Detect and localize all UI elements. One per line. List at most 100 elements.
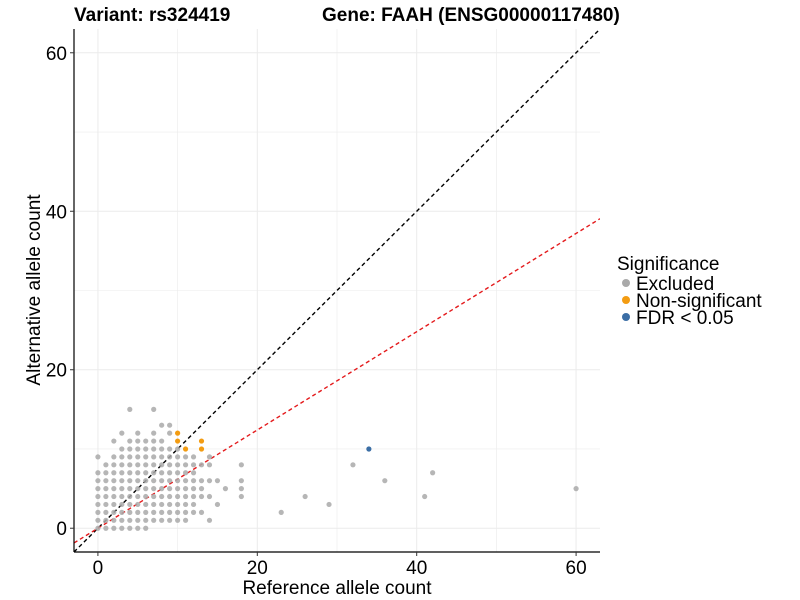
data-point xyxy=(167,478,173,484)
data-point xyxy=(159,509,165,515)
data-point xyxy=(151,454,157,460)
data-point xyxy=(206,517,213,523)
data-point xyxy=(135,501,141,508)
data-point xyxy=(182,501,189,508)
data-point xyxy=(167,430,173,436)
data-point xyxy=(167,501,173,508)
data-point xyxy=(182,478,189,484)
y-axis-label: Alternative allele count xyxy=(24,194,45,386)
legend: Significance ExcludedNon-significantFDR … xyxy=(617,254,762,329)
data-point xyxy=(159,454,165,460)
data-point xyxy=(111,470,117,476)
data-point xyxy=(103,470,109,476)
data-point xyxy=(182,462,189,468)
data-point xyxy=(143,525,149,531)
data-point xyxy=(214,501,221,508)
data-point xyxy=(278,509,284,515)
data-point xyxy=(206,454,213,460)
data-point xyxy=(119,517,125,523)
data-point xyxy=(151,430,157,436)
data-point xyxy=(143,509,149,515)
data-point xyxy=(159,462,165,468)
data-point xyxy=(111,438,117,444)
data-point xyxy=(119,462,125,468)
data-point xyxy=(143,493,149,500)
legend-label: Excluded xyxy=(636,274,714,295)
data-point xyxy=(167,422,173,428)
data-point xyxy=(222,486,229,492)
data-points xyxy=(95,406,579,531)
data-point xyxy=(159,438,165,444)
title-variant: Variant: rs324419 xyxy=(74,5,230,26)
data-point xyxy=(103,462,109,468)
data-point xyxy=(175,501,181,508)
data-point xyxy=(167,446,173,452)
data-point xyxy=(167,462,173,468)
data-point xyxy=(127,509,133,515)
data-point xyxy=(151,438,157,444)
data-point xyxy=(198,478,205,484)
data-point xyxy=(135,430,141,436)
x-axis-label: Reference allele count xyxy=(242,578,432,599)
data-point xyxy=(95,486,101,492)
data-point xyxy=(127,470,133,476)
data-point xyxy=(175,478,181,484)
data-point xyxy=(198,493,205,500)
data-point xyxy=(175,470,181,476)
data-point xyxy=(143,462,149,468)
data-point xyxy=(127,478,133,484)
data-point xyxy=(430,470,436,476)
data-point xyxy=(95,501,101,508)
data-point xyxy=(103,517,109,523)
data-point xyxy=(143,454,149,460)
data-point xyxy=(326,501,332,508)
data-point xyxy=(103,501,109,508)
data-point xyxy=(151,478,157,484)
data-point xyxy=(175,493,181,500)
data-point xyxy=(135,446,141,452)
data-point xyxy=(175,517,181,523)
data-point xyxy=(182,493,189,500)
data-point xyxy=(127,406,133,412)
data-point xyxy=(159,478,165,484)
data-point xyxy=(127,438,133,444)
data-point xyxy=(95,493,101,500)
data-point xyxy=(135,478,141,484)
data-point xyxy=(182,509,189,515)
data-point xyxy=(103,493,109,500)
data-point xyxy=(127,501,133,508)
x-tick-label: 60 xyxy=(566,558,587,579)
data-point xyxy=(111,486,117,492)
legend-label: FDR < 0.05 xyxy=(636,308,734,329)
data-point xyxy=(167,493,173,500)
data-point xyxy=(111,462,117,468)
data-point xyxy=(119,454,125,460)
data-point xyxy=(182,470,189,476)
data-point xyxy=(182,454,189,460)
data-point xyxy=(143,478,149,484)
data-point xyxy=(159,486,165,492)
data-point xyxy=(151,470,157,476)
data-point xyxy=(135,486,141,492)
data-point xyxy=(198,509,205,515)
data-point xyxy=(135,454,141,460)
data-point xyxy=(198,446,205,452)
data-point xyxy=(198,486,205,492)
legend-key-non-significant xyxy=(622,296,630,304)
x-tick-label: 40 xyxy=(406,558,427,579)
legend-key-fdr-0-05 xyxy=(622,313,630,321)
data-point xyxy=(135,438,141,444)
data-point xyxy=(175,446,181,452)
reference-lines xyxy=(74,29,600,552)
data-point xyxy=(127,517,133,523)
y-tick-label: 40 xyxy=(46,202,67,223)
data-point xyxy=(573,486,579,492)
data-point xyxy=(119,470,125,476)
data-point xyxy=(175,438,181,444)
data-point xyxy=(143,438,149,444)
data-point xyxy=(119,446,125,452)
data-point xyxy=(111,525,117,531)
data-point xyxy=(175,509,181,515)
data-point xyxy=(119,430,125,436)
data-point xyxy=(135,493,141,500)
